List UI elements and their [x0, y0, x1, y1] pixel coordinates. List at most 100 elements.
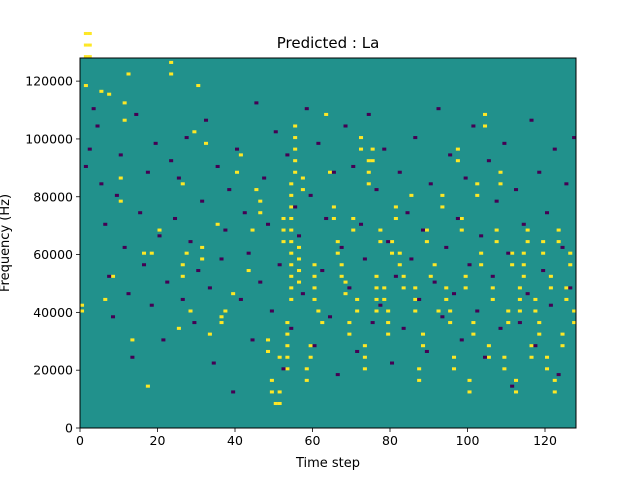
heatmap-cell-low [87, 147, 92, 151]
heatmap-cell-low [448, 153, 453, 157]
heatmap-cell-low [227, 188, 232, 192]
heatmap-cell-high [510, 251, 515, 255]
heatmap-cell-high [219, 315, 224, 319]
heatmap-cell-high [308, 355, 313, 359]
heatmap-cell-low [304, 107, 309, 111]
heatmap-cell-high [502, 355, 507, 359]
heatmap-cell-low [169, 159, 174, 163]
heatmap-cell-high [362, 344, 367, 348]
heatmap-cell-high [514, 378, 519, 382]
heatmap-cell-high [289, 228, 294, 232]
heatmap-cell-low [517, 321, 522, 325]
heatmap-cell-high [293, 170, 298, 174]
heatmap-cell-high [277, 355, 282, 359]
heatmap-cell-high [572, 309, 577, 313]
heatmap-cell-high [157, 228, 162, 232]
heatmap-cell-high [556, 240, 561, 244]
heatmap-cell-low [572, 136, 577, 140]
heatmap-cell-high [390, 251, 395, 255]
heatmap-cell-high [83, 31, 88, 36]
heatmap-cell-low [494, 199, 499, 203]
heatmap-cell-high [378, 240, 383, 244]
heatmap-cell-low [157, 234, 162, 238]
heatmap-cell-high [378, 228, 383, 232]
heatmap-cell-high [409, 193, 414, 197]
heatmap-cell-low [91, 107, 96, 111]
heatmap-cell-low [250, 338, 255, 342]
heatmap-cell-low [471, 124, 476, 128]
x-tick-label: 100 [456, 433, 480, 448]
heatmap-cell-high [293, 136, 298, 140]
heatmap-cell-high [83, 55, 88, 59]
heatmap-cell-high [219, 321, 224, 325]
heatmap-cell-high [149, 251, 154, 255]
heatmap-cell-low [196, 269, 201, 273]
heatmap-cell-high [289, 216, 294, 221]
heatmap-cell-low [134, 112, 139, 116]
heatmap-cell-high [83, 84, 88, 88]
heatmap-cell-high [436, 309, 441, 313]
heatmap-cell-high [304, 367, 309, 371]
heatmap-cell-low [339, 245, 344, 249]
heatmap-cell-low [393, 274, 398, 278]
heatmap-cell-low [184, 136, 189, 140]
heatmap-cell-high [413, 297, 418, 301]
heatmap-cell-low [335, 373, 340, 377]
heatmap-cell-high [246, 269, 251, 273]
heatmap-cell-high [83, 43, 88, 47]
heatmap-cell-low [149, 303, 154, 307]
heatmap-cell-high [258, 211, 263, 215]
heatmap-cell-low [432, 280, 437, 284]
heatmap-cell-low [161, 338, 166, 342]
heatmap-cell-low [238, 297, 243, 301]
heatmap-cell-high [568, 251, 573, 255]
heatmap-cell-low [486, 159, 491, 163]
heatmap-cell-low [564, 182, 569, 186]
heatmap-cell-high [560, 344, 565, 348]
heatmap-cell-high [231, 292, 236, 296]
heatmap-cell-high [475, 193, 480, 197]
heatmap-cell-high [471, 321, 476, 325]
heatmap-cell-low [204, 118, 209, 122]
heatmap-cell-low [138, 211, 143, 215]
heatmap-cell-high [223, 309, 228, 313]
heatmap-cell-high [498, 182, 503, 186]
y-axis: 0 20000 40000 60000 80000 100000 120000 [25, 74, 80, 436]
heatmap-cell-high [204, 141, 209, 145]
x-tick-label: 80 [382, 433, 398, 448]
x-axis-label: Time step [295, 456, 360, 471]
heatmap-cell-high [289, 286, 294, 290]
heatmap-cell-high [459, 216, 464, 221]
heatmap-cell-high [390, 240, 395, 244]
heatmap-cell-low [498, 326, 503, 330]
heatmap-cell-high [366, 182, 371, 186]
heatmap-cell-low [506, 251, 511, 255]
heatmap-cell-high [266, 349, 271, 353]
heatmap-cell-high [440, 205, 445, 209]
heatmap-cell-high [347, 321, 352, 325]
heatmap-cell-low [452, 292, 457, 296]
heatmap-cell-high [238, 153, 243, 157]
heatmap-cell-high [525, 228, 530, 232]
heatmap-cell-low [254, 101, 259, 105]
heatmap-cell-high [169, 72, 174, 76]
heatmap-cell-high [180, 182, 185, 186]
heatmap-cell-low [362, 257, 367, 261]
heatmap-cell-low [173, 216, 178, 221]
heatmap-cell-high [87, 31, 92, 36]
heatmap-cell-high [316, 309, 321, 313]
heatmap-cell-high [289, 297, 294, 301]
heatmap-cell-low [219, 257, 224, 261]
heatmap-cell-low [211, 361, 216, 365]
heatmap-cell-high [548, 274, 553, 278]
heatmap-cell-high [312, 263, 317, 267]
heatmap-cell-high [564, 297, 569, 301]
heatmap-cell-high [87, 43, 92, 47]
heatmap-cell-high [533, 309, 538, 313]
heatmap-cell-low [223, 228, 228, 232]
x-tick-label: 0 [76, 433, 84, 448]
heatmap-cell-high [285, 344, 290, 348]
heatmap-cell-low [382, 147, 387, 151]
heatmap-cell-high [521, 274, 526, 278]
